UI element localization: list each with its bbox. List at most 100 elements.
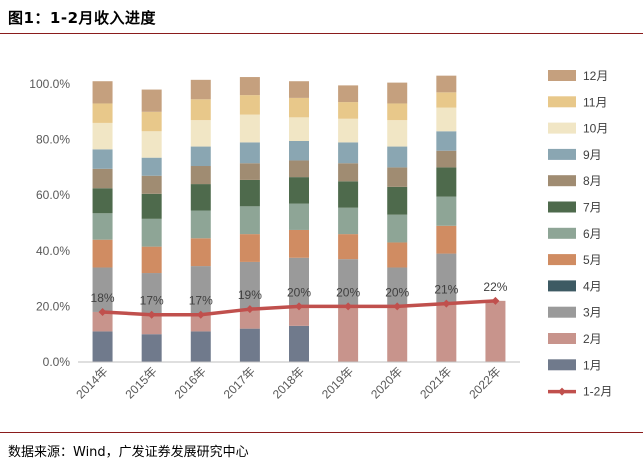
bar-segment xyxy=(436,225,457,254)
line-point xyxy=(491,296,500,305)
legend-swatch xyxy=(548,201,576,213)
data-label: 19% xyxy=(238,288,262,302)
bar-segment xyxy=(289,325,309,362)
bar-segment xyxy=(338,306,359,362)
bar-segment xyxy=(239,114,260,143)
bar-segment xyxy=(436,167,457,197)
bar-segment xyxy=(436,303,457,362)
bar-segment xyxy=(239,179,260,207)
bar-segment xyxy=(92,213,113,240)
legend-label: 9月 xyxy=(583,148,602,162)
bar-segment xyxy=(436,196,457,226)
y-tick-label: 20.0% xyxy=(36,299,70,313)
bar-segment xyxy=(338,85,359,103)
bar-segment xyxy=(141,334,162,362)
data-label: 20% xyxy=(287,285,311,299)
legend-label: 1-2月 xyxy=(583,385,612,399)
bar-segment xyxy=(387,146,408,168)
legend-label: 1月 xyxy=(583,358,602,372)
legend-swatch xyxy=(548,96,576,108)
bar-segment xyxy=(485,300,506,362)
bar-segment xyxy=(141,246,162,274)
y-axis: 0.0% 20.0% 40.0% 60.0% 80.0% 100.0% xyxy=(29,77,70,369)
legend-label: 5月 xyxy=(583,253,602,267)
bar-segment xyxy=(141,175,162,194)
legend-label: 6月 xyxy=(583,227,602,241)
bar-segment xyxy=(141,89,162,112)
bar-segment xyxy=(190,120,211,147)
y-tick-label: 60.0% xyxy=(36,188,70,202)
legend-swatch xyxy=(548,227,576,239)
legend-swatch xyxy=(548,70,576,81)
x-tick-label: 2020年 xyxy=(368,364,405,401)
bar-segment xyxy=(289,117,309,141)
bar-segment xyxy=(338,142,359,164)
legend-swatch xyxy=(548,333,576,344)
bar-segment xyxy=(387,267,408,307)
bar-segment xyxy=(190,99,211,121)
data-label: 21% xyxy=(434,283,458,297)
y-tick-label: 0.0% xyxy=(43,355,71,369)
y-tick-label: 80.0% xyxy=(36,133,70,147)
data-label: 20% xyxy=(385,285,409,299)
legend-label: 3月 xyxy=(583,306,602,320)
footer-divider xyxy=(0,432,643,433)
x-tick-label: 2022年 xyxy=(466,364,503,401)
data-label: 20% xyxy=(336,285,360,299)
line-point xyxy=(196,310,205,319)
legend-label: 12月 xyxy=(583,69,608,83)
bar-segment xyxy=(141,273,162,315)
bar-segment xyxy=(338,234,359,260)
bar-segment xyxy=(190,184,211,211)
bar-segment xyxy=(92,267,113,312)
bar-segment xyxy=(239,163,260,180)
bar-segment xyxy=(289,140,309,161)
bar-segment xyxy=(338,181,359,208)
legend-label: 11月 xyxy=(583,95,607,109)
x-axis: 2014年 2015年 2016年 2017年 2018年 2019年 2020年 2021年… xyxy=(73,361,520,401)
legend-label: 2月 xyxy=(583,332,602,346)
legend-swatch xyxy=(548,175,576,187)
line-point xyxy=(245,305,254,314)
legend-label: 8月 xyxy=(583,174,602,188)
bar-segment xyxy=(141,111,162,132)
bar-segment xyxy=(436,75,457,93)
data-label: 18% xyxy=(91,291,115,305)
data-label: 17% xyxy=(189,294,213,308)
line-point xyxy=(442,299,451,308)
bar-segment xyxy=(190,331,211,362)
line-point xyxy=(344,302,353,311)
bar-segment xyxy=(239,328,260,362)
legend-label: 4月 xyxy=(583,279,602,293)
bar-segment xyxy=(190,266,211,314)
legend-label: 10月 xyxy=(583,122,608,136)
source-note: 数据来源：Wind，广发证券发展研究中心 xyxy=(8,445,249,460)
bar-segment xyxy=(289,203,309,230)
legend-swatch xyxy=(548,254,576,266)
bar-segment xyxy=(239,142,260,164)
x-tick-label: 2014年 xyxy=(73,364,110,401)
bar-segment xyxy=(92,239,113,268)
legend-swatch xyxy=(548,306,576,318)
line-point xyxy=(393,302,402,311)
bar-segment xyxy=(92,188,113,214)
bar-segment xyxy=(338,259,359,307)
bar-segment xyxy=(338,102,359,119)
bar-segment xyxy=(190,210,211,239)
legend-swatch xyxy=(548,359,576,371)
bar-segment xyxy=(239,234,260,262)
bar-segment xyxy=(338,118,359,143)
legend-swatch xyxy=(548,148,576,160)
plot-area: 18% 17% 17% 19% 20% 20% 20% 21% 22% xyxy=(91,75,508,362)
bar-segment xyxy=(436,131,457,151)
bar-segment xyxy=(436,253,457,304)
y-tick-label: 40.0% xyxy=(36,244,70,258)
bar-segment xyxy=(239,77,260,96)
title-divider xyxy=(0,33,643,34)
bar-segment xyxy=(239,309,260,329)
legend-line-marker xyxy=(558,387,566,396)
x-tick-label: 2017年 xyxy=(221,364,258,401)
bar-segment xyxy=(436,107,457,132)
bar-segment xyxy=(190,146,211,167)
